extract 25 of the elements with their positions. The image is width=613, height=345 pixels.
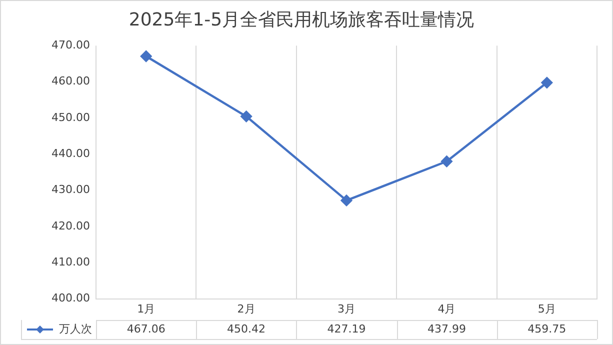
x-tick-label: 2月 — [237, 302, 256, 316]
y-tick-label: 410.00 — [52, 255, 90, 268]
point — [240, 110, 252, 122]
x-tick-label: 3月 — [338, 302, 356, 316]
y-tick-label: 440.00 — [52, 146, 90, 160]
y-tick-label: 460.00 — [52, 74, 90, 88]
data-label: 467.06 — [126, 322, 166, 336]
x-tick-label: 1月 — [137, 302, 156, 316]
legend-label: 万人次 — [59, 322, 92, 336]
chart-title: 2025年1-5月全省民用机场旅客吞吐量情况 — [128, 9, 474, 30]
point — [140, 50, 152, 62]
y-tick-label: 420.00 — [52, 219, 90, 232]
point — [441, 156, 452, 168]
data-label: 427.19 — [327, 322, 366, 336]
data-label: 437.99 — [427, 322, 466, 336]
y-tick-label: 400.00 — [52, 292, 90, 305]
point — [541, 77, 553, 88]
x-tick-label: 4月 — [438, 302, 456, 316]
y-tick-label: 430.00 — [52, 183, 90, 196]
point — [340, 194, 352, 206]
y-tick-label: 470.00 — [52, 38, 90, 52]
data-label: 450.42 — [227, 322, 266, 336]
x-tick-label: 5月 — [538, 302, 556, 316]
y-tick-label: 450.00 — [52, 110, 90, 124]
data-label: 459.75 — [528, 322, 566, 336]
